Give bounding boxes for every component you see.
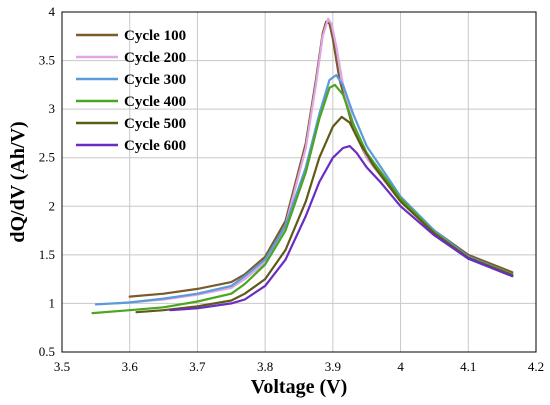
x-tick-label: 4.1 xyxy=(460,359,476,374)
legend-label: Cycle 100 xyxy=(124,28,186,44)
series-line-1 xyxy=(128,20,514,298)
y-tick-label: 2.5 xyxy=(39,150,55,165)
x-tick-label: 3.8 xyxy=(257,359,273,374)
x-tick-label: 3.5 xyxy=(54,359,70,374)
legend-label: Cycle 400 xyxy=(124,94,186,110)
y-tick-label: 0.5 xyxy=(39,344,55,359)
series-line-3 xyxy=(94,74,514,306)
legend-item: Cycle 400 xyxy=(76,94,186,110)
x-tick-label: 4.2 xyxy=(528,359,544,374)
legend: Cycle 100 Cycle 200 Cycle 300 Cycle 400 Cycl… xyxy=(76,28,186,154)
x-tick-label: 3.9 xyxy=(325,359,341,374)
series-line-4 xyxy=(91,83,514,315)
series-layer xyxy=(91,17,514,315)
x-tick-label: 3.7 xyxy=(189,359,206,374)
y-tick-label: 1.5 xyxy=(39,247,55,262)
y-tick-label: 4 xyxy=(49,4,56,19)
y-tick-label: 2 xyxy=(49,198,56,213)
y-tick-label: 3.5 xyxy=(39,53,55,68)
plot-frame xyxy=(61,11,537,353)
legend-label: Cycle 300 xyxy=(124,72,186,88)
x-tick-label: 3.6 xyxy=(122,359,139,374)
y-axis-label: dQ/dV (Ah/V) xyxy=(7,121,29,242)
x-tick-labels: 3.5 3.6 3.7 3.8 3.9 4 4.1 4.2 xyxy=(54,359,544,374)
legend-item: Cycle 600 xyxy=(76,138,186,154)
grid xyxy=(61,11,537,353)
legend-item: Cycle 100 xyxy=(76,28,186,44)
legend-item: Cycle 500 xyxy=(76,116,186,132)
y-tick-labels: 0.5 1 1.5 2 2.5 3 3.5 4 xyxy=(39,4,56,359)
y-tick-label: 3 xyxy=(49,101,56,116)
x-tick-label: 4 xyxy=(397,359,404,374)
x-axis-label: Voltage (V) xyxy=(251,376,347,398)
legend-item: Cycle 300 xyxy=(76,72,186,88)
series-line-6 xyxy=(169,145,514,312)
legend-label: Cycle 600 xyxy=(124,138,186,154)
series-line-5 xyxy=(135,115,514,314)
legend-label: Cycle 500 xyxy=(124,116,186,132)
legend-label: Cycle 200 xyxy=(124,50,186,66)
legend-item: Cycle 200 xyxy=(76,50,186,66)
y-tick-label: 1 xyxy=(49,295,56,310)
